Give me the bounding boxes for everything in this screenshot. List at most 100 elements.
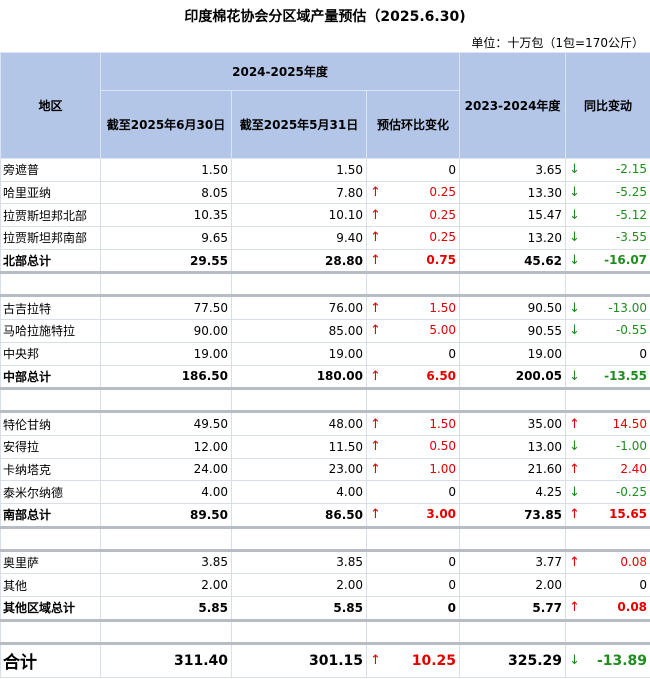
cell-mom: ↑ 5.00	[365, 319, 461, 343]
empty-cell	[365, 525, 461, 552]
empty-cell	[565, 618, 650, 645]
cell-prev: 2.00	[459, 573, 567, 597]
cell-region: 北部总计	[0, 248, 101, 274]
value-mom: 3.00	[426, 507, 457, 522]
table-row: 奥里萨 3.85 3.85 0 3.77 ↑ 0.08	[0, 549, 650, 575]
cell-region: 马哈拉施特拉	[0, 319, 101, 343]
empty-cell	[0, 525, 101, 552]
header-may: 截至2025年5月31日	[231, 90, 367, 159]
separator-row	[0, 618, 650, 645]
cell-may: 7.80	[231, 180, 367, 205]
value-mom: 1.50	[429, 416, 457, 431]
cell-prev: 45.62	[459, 248, 567, 274]
cell-may: 86.50	[231, 502, 367, 528]
cell-may: 19.00	[231, 341, 367, 366]
cell-region: 卡纳塔克	[0, 457, 101, 482]
cell-region: 拉贾斯坦邦南部	[0, 226, 101, 250]
arrow-up-icon: ↑	[370, 185, 381, 201]
cell-prev: 21.60	[459, 457, 567, 482]
cell-region: 其他区域总计	[0, 596, 101, 621]
arrow-down-icon: ↓	[569, 230, 580, 246]
empty-cell	[0, 387, 101, 414]
cell-may: 3.85	[231, 549, 367, 575]
header-jun: 截至2025年6月30日	[100, 90, 232, 159]
cell-mom: ↑ 3.00	[365, 502, 461, 528]
cell-mom: 0	[365, 573, 461, 597]
cell-yoy: ↑ 0.08	[565, 596, 650, 621]
value-mom: 1.50	[429, 300, 457, 315]
cell-prev: 3.65	[459, 158, 567, 182]
empty-cell	[100, 387, 232, 414]
cell-jun: 3.85	[100, 549, 232, 575]
cell-jun: 29.55	[100, 248, 232, 274]
table-row: 古吉拉特 77.50 76.00 ↑ 1.50 90.50 ↓ -13.00	[0, 295, 650, 321]
value-yoy: -2.15	[615, 162, 648, 177]
cell-yoy: ↑ 15.65	[565, 502, 650, 528]
cell-jun: 4.00	[100, 480, 232, 504]
cell-region: 古吉拉特	[0, 295, 101, 321]
cell-mom: 0	[365, 596, 461, 621]
cell-mom: ↑ 6.50	[365, 364, 461, 390]
value-yoy: 0.08	[617, 600, 648, 615]
table-row: 卡纳塔克 24.00 23.00 ↑ 1.00 21.60 ↑ 2.40	[0, 457, 650, 482]
separator-row	[0, 387, 650, 414]
value-mom: 0.25	[429, 185, 457, 200]
value-yoy: -13.00	[608, 300, 648, 315]
value-yoy: 15.65	[609, 507, 648, 522]
cell-mom: 0	[365, 341, 461, 366]
cell-region: 其他	[0, 573, 101, 597]
arrow-up-icon: ↑	[370, 368, 381, 384]
value-mom: 0	[447, 600, 457, 615]
value-mom: 6.50	[426, 368, 457, 383]
production-table: 地区 2024-2025年度 2023-2024年度 同比变动 截至2025年6…	[0, 52, 650, 678]
header-region: 地区	[0, 52, 101, 159]
empty-cell	[459, 387, 567, 414]
arrow-up-icon: ↑	[370, 461, 381, 477]
cell-yoy: ↓ -13.00	[565, 295, 650, 321]
empty-cell	[231, 525, 367, 552]
cell-yoy: ↓ -0.55	[565, 319, 650, 343]
value-yoy: 0	[639, 578, 648, 593]
empty-cell	[100, 525, 232, 552]
arrow-up-icon: ↑	[370, 207, 381, 223]
cell-prev: 90.50	[459, 295, 567, 321]
empty-cell	[100, 618, 232, 645]
empty-cell	[365, 387, 461, 414]
cell-yoy: ↑ 2.40	[565, 457, 650, 482]
cell-yoy: ↓ -3.55	[565, 226, 650, 250]
header-mom: 预估环比变化	[365, 90, 461, 159]
arrow-up-icon: ↑	[370, 300, 381, 316]
cell-yoy: ↓ -0.25	[565, 480, 650, 504]
cell-prev: 90.55	[459, 319, 567, 343]
cell-jun: 89.50	[100, 502, 232, 528]
value-mom: 0	[448, 578, 457, 593]
cell-yoy: 0	[565, 341, 650, 366]
empty-cell	[100, 271, 232, 298]
arrow-down-icon: ↓	[569, 300, 580, 316]
cell-yoy: ↓ -13.89	[565, 642, 650, 678]
cell-may: 301.15	[231, 642, 367, 678]
cell-mom: 0	[365, 158, 461, 182]
cell-mom: ↑ 10.25	[365, 642, 461, 678]
empty-cell	[565, 525, 650, 552]
cell-prev: 325.29	[459, 642, 567, 678]
value-yoy: 0	[639, 346, 648, 361]
arrow-up-icon: ↑	[569, 507, 580, 523]
value-yoy: -0.55	[615, 323, 648, 338]
arrow-down-icon: ↓	[569, 162, 580, 178]
cell-region: 合计	[0, 642, 101, 678]
cell-yoy: 0	[565, 573, 650, 597]
value-yoy: -1.00	[615, 439, 648, 454]
cell-yoy: ↓ -13.55	[565, 364, 650, 390]
arrow-down-icon: ↓	[569, 484, 580, 500]
subtotal-row: 南部总计 89.50 86.50 ↑ 3.00 73.85 ↑ 15.65	[0, 502, 650, 528]
empty-cell	[565, 271, 650, 298]
table-row: 马哈拉施特拉 90.00 85.00 ↑ 5.00 90.55 ↓ -0.55	[0, 319, 650, 343]
value-yoy: 14.50	[612, 416, 648, 431]
value-mom: 10.25	[411, 652, 457, 669]
grand-total-row: 合计 311.40 301.15 ↑ 10.25 325.29 ↓ -13.89	[0, 642, 650, 678]
value-mom: 5.00	[429, 323, 457, 338]
unit-note: 单位：十万包（1包=170公斤）	[471, 36, 644, 50]
value-mom: 0.25	[429, 207, 457, 222]
empty-cell	[459, 525, 567, 552]
